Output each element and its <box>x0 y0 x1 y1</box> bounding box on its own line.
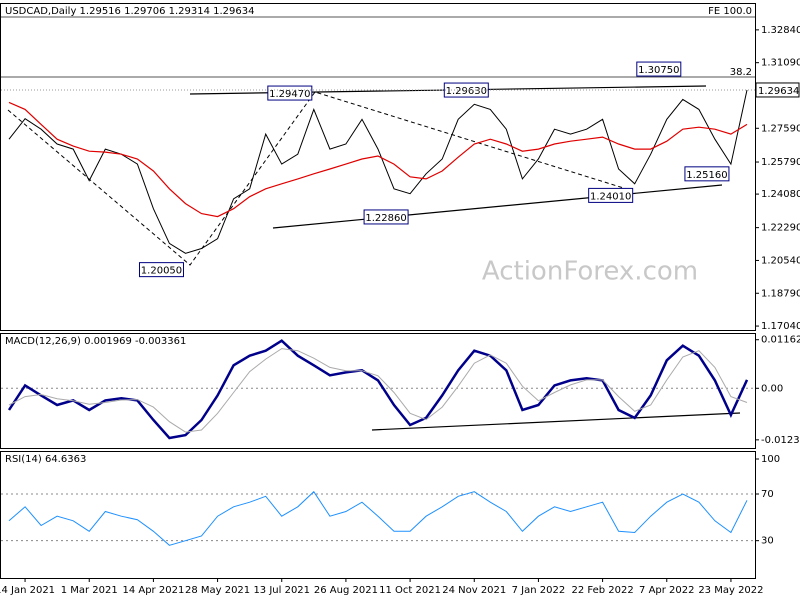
y-tick-label: 1.25790 <box>761 157 800 168</box>
price-annotation-box <box>138 262 184 278</box>
price-annotation: 1.22860 <box>365 213 406 224</box>
x-tick-label: 11 Oct 2021 <box>379 585 441 596</box>
trend-line <box>371 412 741 431</box>
x-tick-label: 26 Aug 2021 <box>314 585 378 596</box>
series-line <box>8 490 748 546</box>
y-tick-label: 0.011629 <box>761 335 800 346</box>
price-title: USDCAD,Daily 1.29516 1.29706 1.29314 1.2… <box>5 6 255 17</box>
fib-label: 38.2 <box>730 67 752 78</box>
y-tick-label: 100 <box>761 454 780 465</box>
y-tick-label: 1.18790 <box>761 288 800 299</box>
price-annotation: 1.29470 <box>269 89 310 100</box>
price-annotation-box <box>684 166 730 182</box>
x-tick-label: 14 Jan 2021 <box>0 585 55 596</box>
price-annotation: 1.29630 <box>446 86 487 97</box>
price-annotation-box <box>636 61 682 77</box>
macd-title: MACD(12,26,9) 0.001969 -0.003361 <box>5 336 186 347</box>
x-tick-label: 7 Apr 2022 <box>639 585 694 596</box>
x-tick-label: 28 May 2021 <box>185 585 250 596</box>
y-tick-label: 1.20540 <box>761 255 800 266</box>
y-tick-label: 1.17040 <box>761 321 800 332</box>
price-annotation-box <box>588 187 634 203</box>
price-annotation: 1.20050 <box>141 266 182 277</box>
price-panel <box>0 3 756 331</box>
trend-line <box>272 184 723 229</box>
price-annotation-box <box>267 85 313 101</box>
series-line <box>8 348 748 433</box>
x-tick-label: 1 Mar 2021 <box>61 585 118 596</box>
fib-label: FE 100.0 <box>708 6 752 17</box>
price-annotation: 1.30750 <box>638 65 679 76</box>
x-tick-label: 22 Feb 2022 <box>571 585 633 596</box>
series-line <box>8 101 748 218</box>
y-tick-label: 1.24080 <box>761 189 800 200</box>
last-price-box <box>755 82 800 98</box>
x-tick-label: 13 Jul 2021 <box>253 585 310 596</box>
price-annotation: 1.24010 <box>590 191 631 202</box>
price-annotation: 1.25160 <box>686 170 727 181</box>
y-tick-label: 30 <box>761 536 774 547</box>
rsi-title: RSI(14) 64.6363 <box>5 454 86 465</box>
x-tick-label: 24 Nov 2021 <box>442 585 506 596</box>
price-annotation-box <box>363 209 409 225</box>
macd-panel <box>0 333 756 449</box>
last-price-label: 1.29634 <box>758 86 799 97</box>
watermark: ActionForex.com <box>482 257 698 287</box>
x-tick-label: 14 Apr 2021 <box>122 585 184 596</box>
y-tick-label: 1.22290 <box>761 223 800 234</box>
y-tick-label: 1.27590 <box>761 123 800 134</box>
y-tick-label: 70 <box>761 489 774 500</box>
y-tick-label: 1.32840 <box>761 25 800 36</box>
y-tick-label: -0.012348 <box>761 435 800 446</box>
rsi-panel <box>0 451 756 579</box>
x-tick-label: 23 May 2022 <box>698 585 763 596</box>
series-line <box>8 89 748 254</box>
x-tick-label: 7 Jan 2022 <box>512 585 566 596</box>
y-tick-label: 1.31090 <box>761 58 800 69</box>
y-tick-label: 0.00 <box>761 383 783 394</box>
